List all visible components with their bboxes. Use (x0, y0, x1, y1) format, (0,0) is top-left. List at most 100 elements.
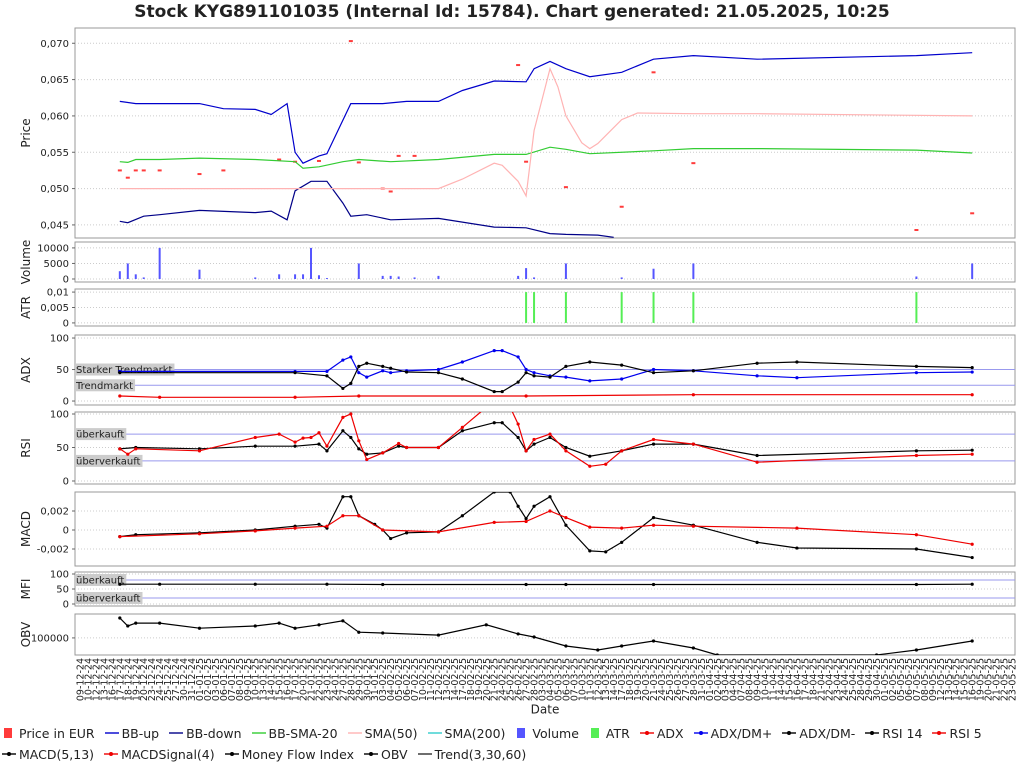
band-label-bg (75, 454, 143, 467)
series-marker (970, 366, 974, 370)
x-tick-label: 03-02-25 (378, 658, 389, 701)
bar (413, 277, 416, 279)
x-tick-label: 05-03-25 (553, 658, 564, 701)
legend-symbol (4, 728, 12, 738)
plot-area (118, 349, 974, 399)
series-marker (293, 371, 297, 375)
y-tick-label: 0,005 (40, 303, 69, 314)
x-tick-label: 08-04-25 (745, 658, 756, 701)
series-marker (349, 435, 353, 440)
x-tick-label: 24-12-24 (155, 658, 166, 701)
bar (294, 274, 297, 279)
series-line (119, 52, 973, 164)
series-marker (588, 379, 592, 383)
x-tick-label: 17-03-25 (617, 658, 628, 701)
x-tick-label: 20-01-25 (299, 658, 310, 701)
y-tick-label: 0,060 (40, 111, 69, 122)
y-tick-label: 50 (56, 365, 69, 376)
x-tick-label: 07-02-25 (410, 658, 421, 701)
x-tick-label: 26-03-25 (673, 658, 684, 701)
price-point (133, 169, 138, 172)
series-marker (509, 406, 512, 409)
series-marker (755, 453, 759, 458)
x-tick-label: 03-04-25 (721, 658, 732, 701)
legend-dot (644, 731, 649, 735)
bar (971, 263, 974, 279)
legend-item: RSI 5 (932, 724, 982, 742)
price-point (619, 205, 624, 208)
series-marker (404, 531, 409, 535)
series-marker (524, 449, 528, 453)
series-marker (317, 522, 321, 526)
series-marker (500, 389, 504, 394)
legend-item: RSI 14 (865, 724, 922, 742)
x-tick-label: 16-05-25 (968, 658, 979, 701)
x-tick-label: 08-05-25 (920, 658, 931, 701)
x-tick-label: 30-12-24 (179, 658, 190, 701)
series-marker (397, 441, 401, 446)
bar (533, 292, 536, 323)
y-axis-label: RSI (19, 438, 33, 458)
legend-symbol (932, 731, 947, 735)
series-marker (651, 367, 656, 372)
y-tick-label: 0,01 (47, 288, 69, 299)
x-tick-label: 15-01-25 (275, 658, 286, 701)
series-marker (516, 504, 520, 508)
bar (310, 247, 313, 279)
x-tick-label: 09-01-25 (243, 658, 254, 701)
series-marker (548, 509, 552, 513)
series-line (119, 66, 973, 198)
x-tick-label: 28-04-25 (856, 658, 867, 701)
series-marker (404, 445, 409, 450)
y-axis-label: MACD (19, 511, 33, 547)
series-marker (253, 529, 257, 533)
series-marker (277, 621, 281, 625)
x-tick-label: 03-03-25 (538, 658, 549, 701)
series-marker (715, 653, 719, 655)
bar (692, 263, 695, 279)
series-marker (651, 582, 656, 587)
series-marker (158, 582, 162, 586)
series-marker (309, 435, 313, 440)
series-line (119, 146, 973, 169)
series-marker (564, 445, 568, 450)
x-tick-label: 06-02-25 (402, 658, 413, 701)
legend-item: ADX (639, 724, 684, 742)
series-marker (604, 462, 608, 466)
legend-dot (787, 731, 792, 735)
x-tick-label: 01-04-25 (705, 658, 716, 701)
series-marker (365, 457, 369, 462)
band-label-bg (75, 591, 143, 604)
x-tick-label: 27-01-25 (338, 658, 349, 701)
price-point (125, 176, 130, 179)
series-marker (564, 449, 568, 453)
series-line (119, 510, 973, 545)
series-marker (460, 514, 464, 518)
x-tick-label: 19-03-25 (633, 658, 644, 701)
x-tick-label: 01-05-25 (880, 658, 891, 701)
series-marker (381, 451, 385, 455)
series-marker (970, 393, 974, 397)
x-tick-label: 23-04-25 (832, 658, 843, 701)
series-marker (532, 442, 536, 446)
series-marker (524, 394, 528, 398)
y-tick-label: 0 (63, 599, 69, 610)
x-tick-label: 21-04-25 (816, 658, 827, 701)
legend-symbol (2, 752, 16, 756)
series-marker (357, 371, 361, 375)
legend-symbol (417, 753, 432, 755)
series-marker (651, 639, 656, 643)
series-marker (118, 394, 122, 398)
x-tick-label: 15-05-25 (960, 658, 971, 701)
x-tick-label: 12-02-25 (434, 658, 445, 701)
x-tick-label: 04-02-25 (386, 658, 397, 701)
series-marker (588, 464, 592, 468)
series-marker (588, 525, 592, 529)
series-marker (970, 639, 974, 643)
series-marker (914, 449, 919, 453)
legend-label: RSI 14 (882, 725, 923, 741)
bar (437, 275, 440, 279)
series-marker (508, 492, 512, 494)
legend: Price in EUR BB-up BB-down BB-SMA-20 SMA(50)… (0, 724, 1020, 766)
series-marker (381, 364, 385, 368)
